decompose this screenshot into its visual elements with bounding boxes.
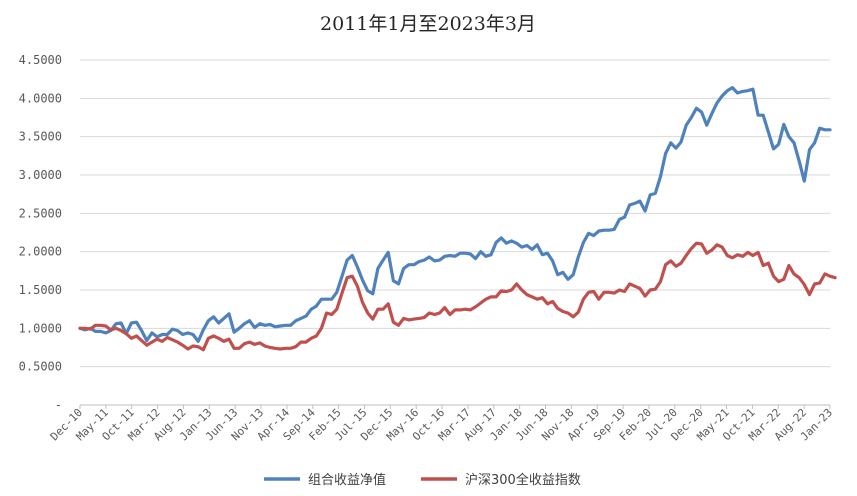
y-tick-label: 0.5000 — [19, 360, 62, 374]
series-lines — [78, 85, 837, 352]
series-line-portfolio-nav — [78, 85, 832, 343]
legend: 组合收益净值 沪深300全收益指数 — [264, 472, 581, 488]
legend-label-csi300-total-return: 沪深300全收益指数 — [465, 472, 581, 488]
y-tick-label: 3.5000 — [19, 130, 62, 144]
y-axis: - 0.5000 1.0000 1.5000 2.0000 2.5000 3.0000 3.5… — [19, 53, 62, 412]
grid-lines — [80, 59, 830, 368]
y-tick-label: 1.5000 — [19, 283, 62, 297]
y-tick-label: 3.0000 — [19, 168, 62, 182]
series-line-csi300-total-return — [78, 241, 837, 352]
y-tick-label: 2.0000 — [19, 245, 62, 259]
y-tick-label: 4.5000 — [19, 53, 62, 67]
y-tick-label: 4.0000 — [19, 91, 62, 105]
y-tick-label: - — [55, 398, 62, 412]
chart-title: 2011年1月至2023年3月 — [320, 13, 536, 35]
legend-label-portfolio-nav: 组合收益净值 — [308, 472, 386, 488]
y-tick-label: 2.5000 — [19, 206, 62, 220]
y-tick-label: 1.0000 — [19, 321, 62, 335]
x-axis: Dec-10May-11Oct-11Mar-12Aug-12Jan-13Jun-… — [48, 404, 835, 443]
